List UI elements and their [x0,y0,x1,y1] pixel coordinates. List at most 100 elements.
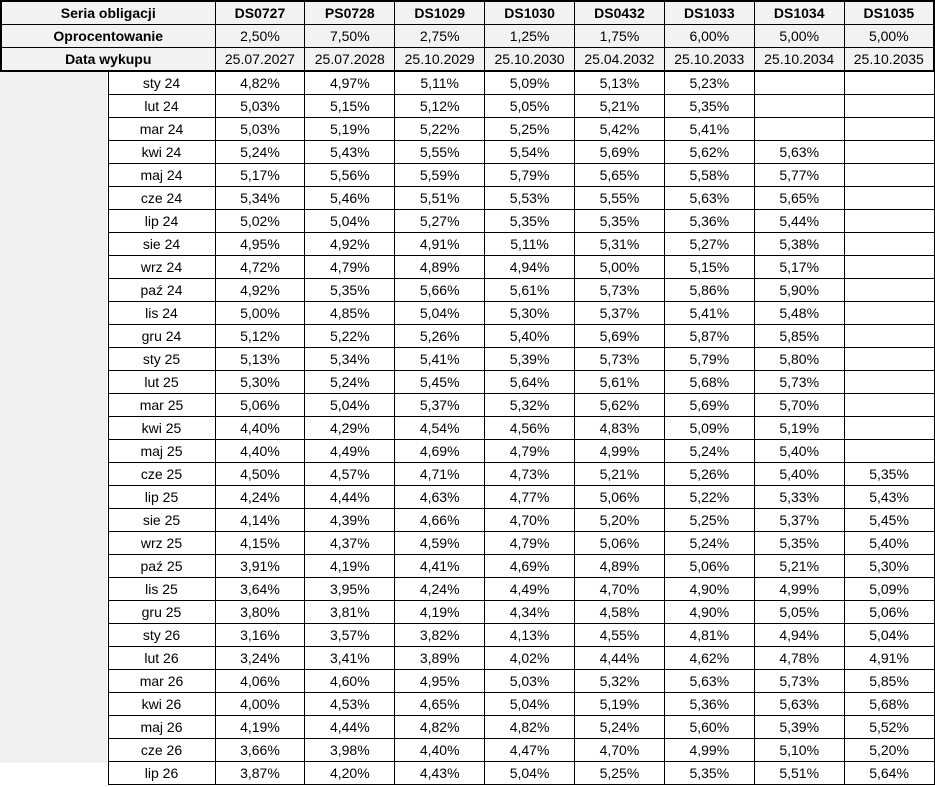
yield-cell: 4,90% [663,577,755,601]
month-cell: sty 25 [107,347,216,371]
month-cell: kwi 25 [107,416,216,440]
yield-cell: 5,45% [394,370,486,394]
yield-cell: 3,81% [304,600,396,624]
month-cell: maj 25 [107,439,216,463]
yield-cell: 3,41% [304,646,396,670]
yield-cell [753,70,845,95]
month-cell: sie 24 [107,232,216,256]
row-gutter [1,371,108,394]
yield-cell: 5,64% [843,761,935,785]
yield-cell: 4,44% [574,646,665,670]
yield-cell: 5,69% [574,324,665,348]
maturity-label: Data wykupu [0,47,216,72]
yield-cell: 5,68% [843,692,935,716]
yield-cell: 5,04% [843,623,935,647]
month-cell: sie 25 [107,508,216,532]
yield-cell [843,70,935,95]
yield-cell: 5,70% [753,393,845,417]
yield-cell: 4,37% [304,531,396,555]
yield-cell: 3,80% [214,600,306,624]
yield-cell: 5,68% [663,370,755,394]
yield-cell: 5,69% [663,393,755,417]
bond-name: DS1029 [394,0,486,25]
yield-cell: 4,41% [394,554,486,578]
month-cell: paź 25 [107,554,216,578]
yield-cell: 4,94% [484,255,575,279]
bond-maturity: 25.04.2032 [574,47,665,72]
table-row: gru 24 5,12% 5,22% 5,26% 5,40% 5,69% 5,87% 5,85… [1,324,935,348]
yield-cell: 4,82% [484,715,575,739]
yield-cell: 4,29% [304,416,396,440]
yield-cell: 4,99% [663,738,755,762]
yield-cell: 5,06% [214,393,306,417]
yield-cell: 5,62% [663,140,755,164]
bond-name: PS0728 [304,0,396,25]
row-gutter [1,348,108,371]
month-cell: lut 26 [107,646,216,670]
yield-cell: 5,04% [484,692,575,716]
yield-cell [843,278,935,302]
yield-cell: 5,04% [394,301,486,325]
month-cell: kwi 24 [107,140,216,164]
yield-cell: 3,87% [214,761,306,785]
yield-cell: 5,24% [304,370,396,394]
yield-cell: 4,53% [304,692,396,716]
rate-header-row: Oprocentowanie 2,50% 7,50% 2,75% 1,25% 1… [0,24,935,48]
yield-cell: 5,06% [663,554,755,578]
yield-cell: 5,03% [214,117,306,141]
table-row: sty 25 5,13% 5,34% 5,41% 5,39% 5,73% 5,79% 5,80… [1,347,935,371]
yield-cell: 5,21% [753,554,845,578]
yield-cell: 5,30% [214,370,306,394]
yield-cell: 5,26% [663,462,755,486]
yield-cell: 5,40% [843,531,935,555]
yield-cell [843,439,935,463]
row-gutter [1,394,108,417]
month-cell: cze 25 [107,462,216,486]
yield-cell: 3,98% [304,738,396,762]
row-gutter [1,716,108,739]
table-row: maj 26 4,19% 4,44% 4,82% 4,82% 5,24% 5,60% 5,39… [1,715,935,739]
month-cell: lis 25 [107,577,216,601]
row-gutter [1,279,108,302]
rate-label: Oprocentowanie [0,24,216,48]
yield-cell: 4,73% [484,462,575,486]
yield-cell: 4,40% [394,738,486,762]
yield-cell: 4,91% [843,646,935,670]
yield-cell: 5,25% [663,508,755,532]
yield-cell: 4,55% [574,623,665,647]
table-row: lis 25 3,64% 3,95% 4,24% 4,49% 4,70% 4,90% 4,99… [1,577,935,601]
yield-cell: 5,65% [753,186,845,210]
yield-cell: 5,12% [394,94,486,118]
table-row: maj 25 4,40% 4,49% 4,69% 4,79% 4,99% 5,24% 5,40… [1,439,935,463]
yield-cell: 5,35% [484,209,575,233]
yield-cell: 5,05% [753,600,845,624]
yield-cell: 5,13% [214,347,306,371]
series-label: Seria obligacji [0,0,216,25]
yield-cell: 5,87% [663,324,755,348]
yield-cell: 5,46% [304,186,396,210]
yield-cell: 4,97% [304,70,396,95]
yield-cell: 5,53% [484,186,575,210]
bond-maturity: 25.10.2035 [843,47,935,72]
table-row: mar 24 5,03% 5,19% 5,22% 5,25% 5,42% 5,41% [1,117,935,141]
table-row: wrz 24 4,72% 4,79% 4,89% 4,94% 5,00% 5,15% 5,17… [1,255,935,279]
row-gutter [1,187,108,210]
bond-maturity: 25.10.2034 [753,47,845,72]
yield-cell: 5,41% [663,301,755,325]
row-gutter [1,118,108,141]
yield-cell: 5,22% [304,324,396,348]
table-row: paź 24 4,92% 5,35% 5,66% 5,61% 5,73% 5,86% 5,90… [1,278,935,302]
yield-cell: 5,35% [574,209,665,233]
yield-cell: 4,14% [214,508,306,532]
yield-cell: 4,95% [394,669,486,693]
yield-cell: 5,11% [394,70,486,95]
yield-cell: 4,44% [304,485,396,509]
table-row: lis 24 5,00% 4,85% 5,04% 5,30% 5,37% 5,41% 5,48… [1,301,935,325]
bond-rate: 5,00% [753,24,845,48]
yield-cell: 5,44% [753,209,845,233]
yield-cell: 5,32% [484,393,575,417]
yield-cell: 5,24% [574,715,665,739]
table-row: sie 24 4,95% 4,92% 4,91% 5,11% 5,31% 5,27% 5,38… [1,232,935,256]
table-row: mar 25 5,06% 5,04% 5,37% 5,32% 5,62% 5,69% 5,70… [1,393,935,417]
yield-cell: 5,39% [484,347,575,371]
